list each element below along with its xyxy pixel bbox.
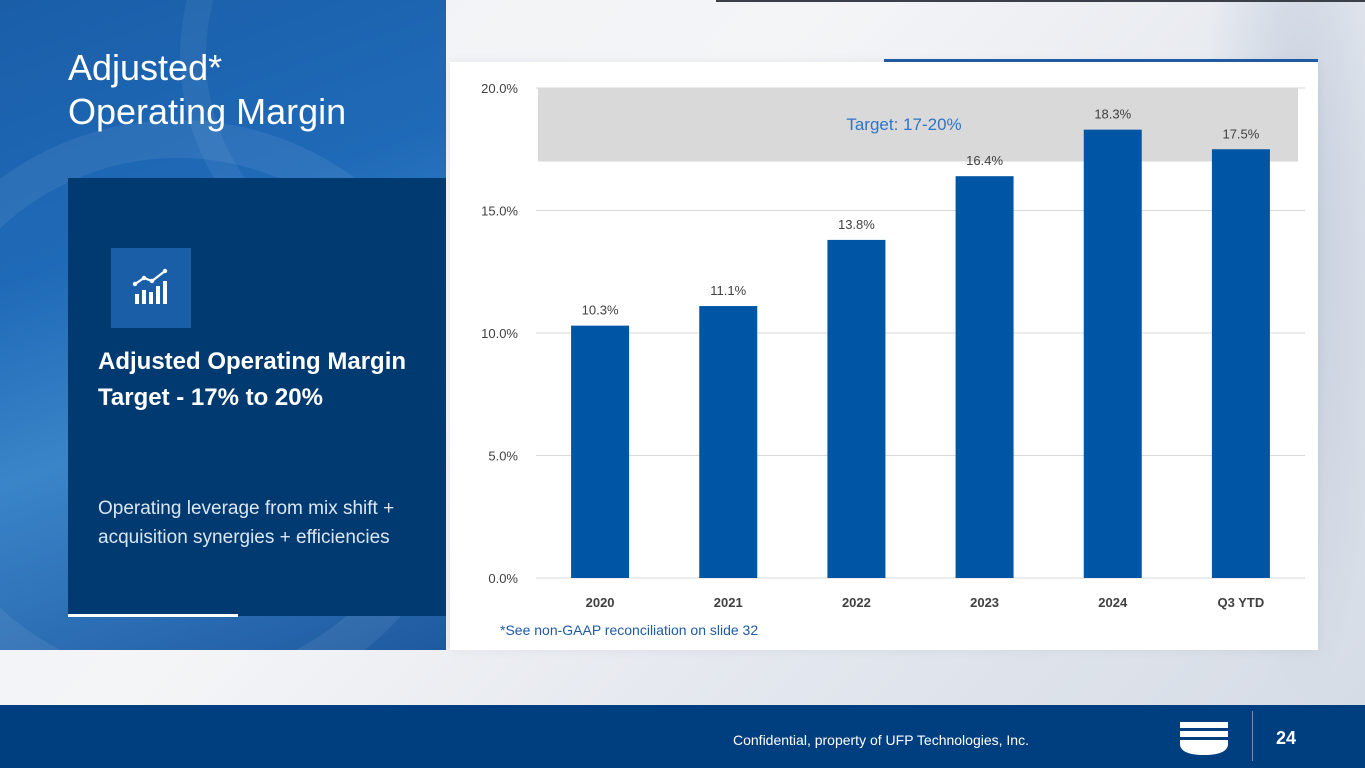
target-band (538, 88, 1298, 162)
box-description: Operating leverage from mix shift + acqu… (98, 498, 395, 548)
x-tick-label: 2023 (970, 595, 999, 610)
bar (955, 176, 1014, 578)
top-strip (716, 0, 1365, 2)
accent-underline (68, 614, 238, 617)
bar (827, 239, 886, 578)
chart-accent-line (884, 59, 1318, 62)
footer-divider (1252, 711, 1253, 761)
icon-tile (111, 248, 191, 328)
x-tick-label: 2022 (842, 595, 871, 610)
data-label: 10.3% (582, 303, 619, 318)
x-tick-label: 2024 (1098, 595, 1128, 610)
data-label: 13.8% (838, 217, 875, 232)
bar (571, 325, 630, 578)
data-label: 11.1% (710, 283, 746, 298)
bar (699, 306, 758, 578)
slide-title: Adjusted* Operating Margin (68, 47, 347, 132)
target-band-label: Target: 17-20% (846, 115, 961, 134)
x-tick-label: 2020 (586, 595, 615, 610)
footer: Confidential, property of UFP Technologi… (0, 705, 1365, 768)
x-tick-label: 2021 (714, 595, 743, 610)
footnote: *See non-GAAP reconciliation on slide 32 (500, 622, 759, 638)
data-label: 18.3% (1094, 107, 1131, 122)
y-tick-label: 20.0% (481, 81, 518, 96)
operating-margin-chart: 0.0% 5.0% 10.0% 15.0% 20.0% Target: 17-20% 10.… (481, 81, 1305, 610)
data-label: 17.5% (1222, 126, 1259, 141)
y-tick-label: 15.0% (481, 204, 518, 219)
bar (1211, 149, 1270, 578)
x-tick-label: Q3 YTD (1218, 595, 1265, 610)
bar (1083, 129, 1142, 578)
page-number: 24 (1276, 728, 1297, 748)
target-callout-box: Adjusted Operating Margin Target - 17% t… (68, 178, 446, 616)
footer-confidential-text: Confidential, property of UFP Technologi… (733, 732, 1029, 748)
y-tick-label: 10.0% (481, 326, 518, 341)
bar-chart-trend-icon (132, 268, 168, 304)
ufp-logo-icon (1180, 722, 1228, 755)
box-heading: Adjusted Operating Margin Target - 17% t… (98, 348, 407, 411)
y-tick-label: 5.0% (488, 449, 518, 464)
y-tick-label: 0.0% (488, 571, 518, 586)
data-label: 16.4% (966, 153, 1003, 168)
